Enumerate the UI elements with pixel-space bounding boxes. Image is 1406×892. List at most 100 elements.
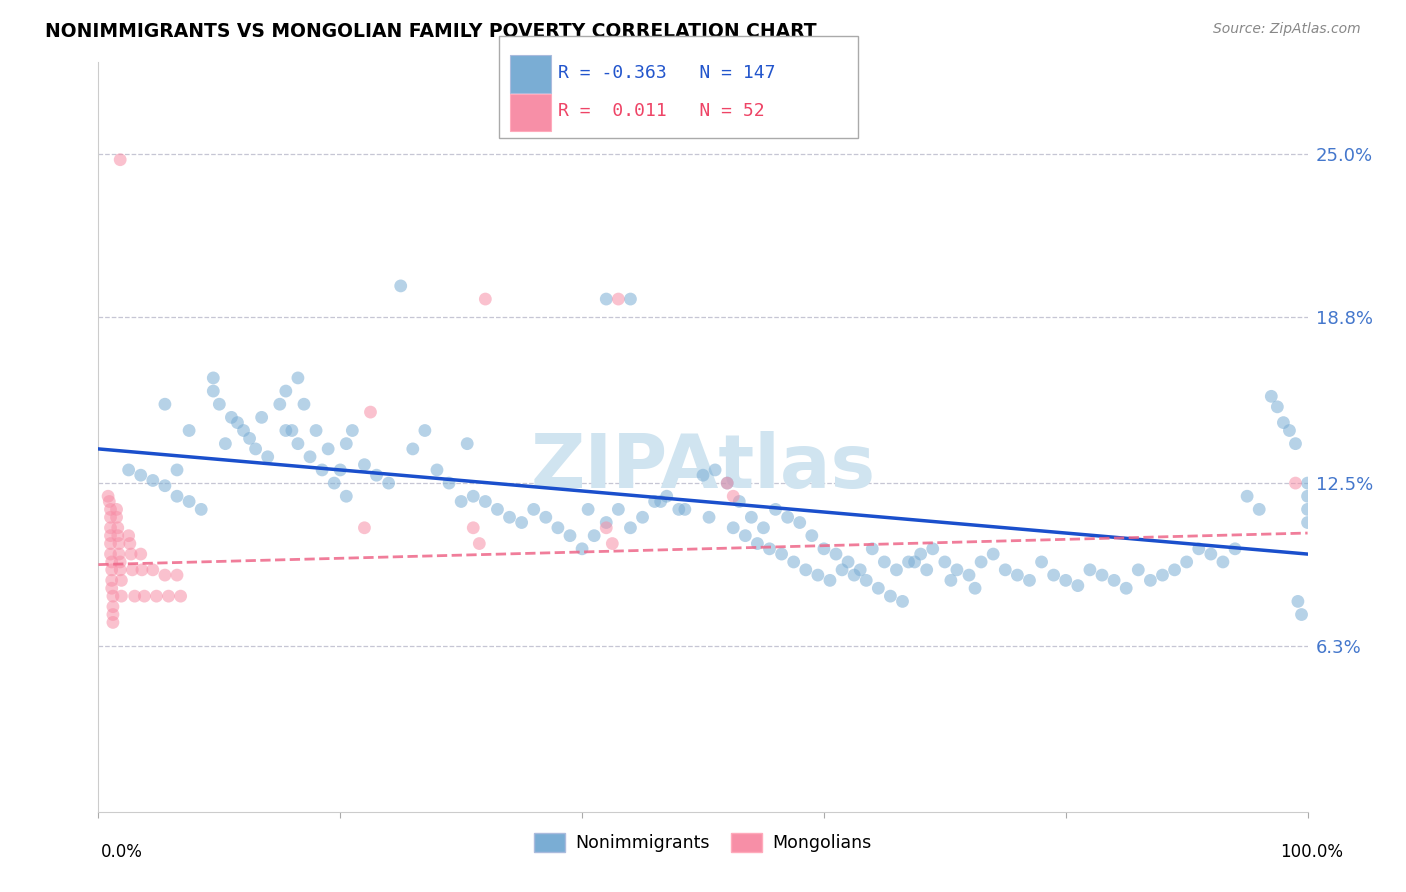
Point	[353, 458, 375, 472]
Point	[134, 589, 156, 603]
Point	[100, 536, 122, 550]
Point	[631, 510, 654, 524]
Point	[716, 476, 738, 491]
Point	[100, 521, 122, 535]
Text: R =  0.011   N = 52: R = 0.011 N = 52	[558, 103, 765, 120]
Point	[226, 416, 249, 430]
Point	[1296, 516, 1319, 530]
Point	[281, 424, 304, 438]
Point	[100, 510, 122, 524]
Point	[765, 502, 787, 516]
Point	[523, 502, 546, 516]
Point	[108, 547, 131, 561]
Point	[716, 476, 738, 491]
Point	[644, 494, 666, 508]
Point	[169, 589, 191, 603]
Point	[1139, 574, 1161, 588]
Point	[1054, 574, 1077, 588]
Point	[232, 424, 254, 438]
Point	[1267, 400, 1289, 414]
Point	[825, 547, 848, 561]
Point	[100, 529, 122, 543]
Point	[107, 529, 129, 543]
Point	[1212, 555, 1234, 569]
Point	[860, 541, 883, 556]
Point	[437, 476, 460, 491]
Point	[619, 292, 641, 306]
Point	[697, 510, 720, 524]
Point	[129, 547, 152, 561]
Point	[100, 547, 122, 561]
Point	[311, 463, 333, 477]
Point	[650, 494, 672, 508]
Point	[97, 489, 120, 503]
Point	[619, 521, 641, 535]
Point	[981, 547, 1004, 561]
Point	[728, 494, 751, 508]
Point	[202, 384, 225, 398]
Text: R = -0.363   N = 147: R = -0.363 N = 147	[558, 64, 776, 82]
Point	[129, 468, 152, 483]
Point	[595, 292, 617, 306]
Point	[101, 589, 124, 603]
Point	[474, 292, 496, 306]
Point	[1115, 581, 1137, 595]
Point	[245, 442, 267, 456]
Point	[692, 468, 714, 483]
Point	[1042, 568, 1064, 582]
Point	[105, 510, 128, 524]
Text: 100.0%: 100.0%	[1279, 843, 1343, 861]
Point	[486, 502, 509, 516]
Point	[1078, 563, 1101, 577]
Point	[105, 502, 128, 516]
Point	[287, 371, 309, 385]
Point	[389, 279, 412, 293]
Point	[831, 563, 853, 577]
Point	[118, 536, 141, 550]
Point	[534, 510, 557, 524]
Text: ZIPAtlas: ZIPAtlas	[530, 431, 876, 504]
Point	[723, 489, 745, 503]
Point	[1260, 389, 1282, 403]
Point	[239, 431, 262, 445]
Point	[595, 516, 617, 530]
Point	[868, 581, 890, 595]
Point	[1128, 563, 1150, 577]
Point	[1236, 489, 1258, 503]
Point	[108, 536, 131, 550]
Text: 0.0%: 0.0%	[101, 843, 143, 861]
Point	[879, 589, 901, 603]
Point	[108, 555, 131, 569]
Point	[108, 153, 131, 167]
Point	[602, 536, 624, 550]
Point	[1284, 476, 1306, 491]
Point	[179, 424, 201, 438]
Point	[776, 510, 799, 524]
Point	[299, 450, 322, 464]
Point	[153, 568, 176, 582]
Point	[110, 574, 132, 588]
Text: Source: ZipAtlas.com: Source: ZipAtlas.com	[1213, 22, 1361, 37]
Point	[1199, 547, 1222, 561]
Point	[202, 371, 225, 385]
Point	[770, 547, 793, 561]
Point	[673, 502, 696, 516]
Point	[800, 529, 823, 543]
Point	[813, 541, 835, 556]
Point	[655, 489, 678, 503]
Point	[142, 474, 165, 488]
Point	[915, 563, 938, 577]
Point	[208, 397, 231, 411]
Point	[335, 436, 357, 450]
Point	[1067, 579, 1090, 593]
Point	[1091, 568, 1114, 582]
Point	[794, 563, 817, 577]
Point	[456, 436, 478, 450]
Point	[921, 541, 943, 556]
Point	[1188, 541, 1211, 556]
Point	[970, 555, 993, 569]
Point	[214, 436, 236, 450]
Point	[323, 476, 346, 491]
Point	[734, 529, 756, 543]
Point	[782, 555, 804, 569]
